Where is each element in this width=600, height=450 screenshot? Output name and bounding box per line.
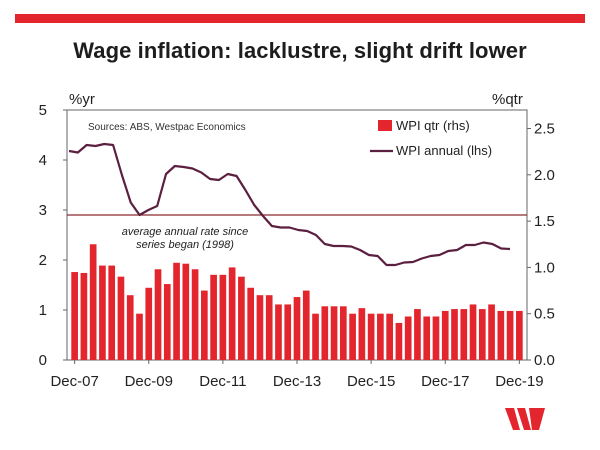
- bar-wpi-qtr: [478, 309, 486, 360]
- bar-wpi-qtr: [228, 267, 236, 360]
- bar-wpi-qtr: [108, 265, 116, 360]
- left-tick-label: 1: [39, 302, 47, 319]
- x-tick-label: Dec-13: [273, 373, 321, 390]
- bar-wpi-qtr: [312, 313, 319, 360]
- bar-wpi-qtr: [163, 284, 171, 360]
- bar-wpi-qtr: [516, 310, 523, 360]
- bar-wpi-qtr: [201, 290, 208, 360]
- bar-wpi-qtr: [126, 295, 134, 360]
- bar-wpi-qtr: [441, 310, 449, 360]
- source-note: Sources: ABS, Westpac Economics: [88, 122, 246, 133]
- bar-wpi-qtr: [80, 272, 88, 360]
- right-tick-label: 0.0: [534, 352, 555, 369]
- legend-line-label: WPI annual (lhs): [396, 143, 492, 158]
- legend-bar-swatch: [378, 120, 392, 131]
- bar-wpi-qtr: [117, 276, 125, 360]
- bar-wpi-qtr: [321, 306, 329, 360]
- right-tick-label: 2.5: [534, 121, 555, 138]
- x-tick-label: Dec-11: [199, 373, 246, 390]
- right-tick-label: 1.5: [534, 213, 555, 230]
- x-tick-label: Dec-19: [495, 373, 543, 390]
- westpac-logo-icon: [505, 408, 545, 430]
- left-tick-label: 0: [39, 352, 47, 369]
- bar-wpi-qtr: [136, 313, 143, 360]
- chart-title: Wage inflation: lacklustre, slight drift…: [73, 38, 527, 63]
- bar-wpi-qtr: [89, 244, 97, 360]
- bar-wpi-qtr: [238, 276, 245, 360]
- right-tick-label: 0.5: [534, 306, 555, 323]
- bar-wpi-qtr: [451, 309, 458, 360]
- top-accent-bar: [15, 14, 585, 23]
- bar-wpi-qtr: [265, 295, 273, 360]
- bar-wpi-qtr: [432, 316, 440, 360]
- right-tick-label: 1.0: [534, 259, 555, 276]
- bar-wpi-qtr: [423, 316, 431, 360]
- bar-wpi-qtr: [497, 310, 505, 360]
- bar-wpi-qtr: [284, 304, 292, 360]
- right-axis-unit: %qtr: [492, 91, 523, 108]
- bar-wpi-qtr: [71, 272, 78, 360]
- bar-wpi-qtr: [302, 290, 310, 360]
- bar-wpi-qtr: [460, 309, 468, 360]
- x-tick-label: Dec-17: [421, 373, 469, 390]
- bar-wpi-qtr: [154, 269, 162, 360]
- line-wpi-annual: [68, 142, 511, 267]
- bar-wpi-qtr: [256, 295, 264, 360]
- bar-wpi-qtr: [367, 313, 375, 360]
- bar-wpi-qtr: [182, 263, 190, 360]
- bar-wpi-qtr: [145, 287, 153, 360]
- reference-label-line1: average annual rate since: [122, 226, 249, 238]
- bar-series: [71, 244, 523, 360]
- bar-wpi-qtr: [99, 265, 106, 360]
- left-tick-label: 2: [39, 252, 47, 269]
- bar-wpi-qtr: [191, 269, 199, 360]
- legend: WPI qtr (rhs) WPI annual (lhs): [370, 118, 492, 158]
- bar-wpi-qtr: [247, 287, 255, 360]
- line-series: [68, 142, 511, 267]
- x-tick-label: Dec-09: [125, 373, 173, 390]
- left-axis-unit: %yr: [69, 91, 95, 108]
- bar-wpi-qtr: [330, 306, 338, 360]
- reference-label-line2: series began (1998): [136, 239, 234, 251]
- reference-line-annotation: average annual rate since series began (…: [122, 226, 249, 251]
- left-tick-label: 5: [39, 102, 47, 119]
- right-tick-label: 2.0: [534, 167, 555, 184]
- left-tick-label: 4: [39, 152, 47, 169]
- bar-wpi-qtr: [404, 316, 412, 360]
- left-tick-label: 3: [39, 202, 47, 219]
- bar-wpi-qtr: [339, 306, 347, 360]
- bar-wpi-qtr: [386, 313, 393, 360]
- bar-wpi-qtr: [275, 304, 282, 360]
- bar-wpi-qtr: [173, 262, 180, 360]
- bar-wpi-qtr: [395, 322, 403, 360]
- legend-bar-label: WPI qtr (rhs): [396, 118, 470, 133]
- bar-wpi-qtr: [358, 308, 366, 360]
- bar-wpi-qtr: [488, 304, 495, 360]
- bar-wpi-qtr: [506, 310, 514, 360]
- x-tick-label: Dec-07: [50, 373, 98, 390]
- bar-wpi-qtr: [210, 274, 217, 360]
- axes: 0 1 2 3 4 5 0.0 0.5 1.0 1.5 2.0 2.5 Dec-07 Dec-09 Dec-…: [39, 102, 555, 390]
- x-tick-label: Dec-15: [347, 373, 395, 390]
- bar-wpi-qtr: [293, 297, 301, 360]
- bar-wpi-qtr: [349, 313, 356, 360]
- bar-wpi-qtr: [414, 309, 421, 360]
- bar-wpi-qtr: [219, 274, 227, 360]
- bar-wpi-qtr: [377, 313, 384, 360]
- bar-wpi-qtr: [469, 304, 477, 360]
